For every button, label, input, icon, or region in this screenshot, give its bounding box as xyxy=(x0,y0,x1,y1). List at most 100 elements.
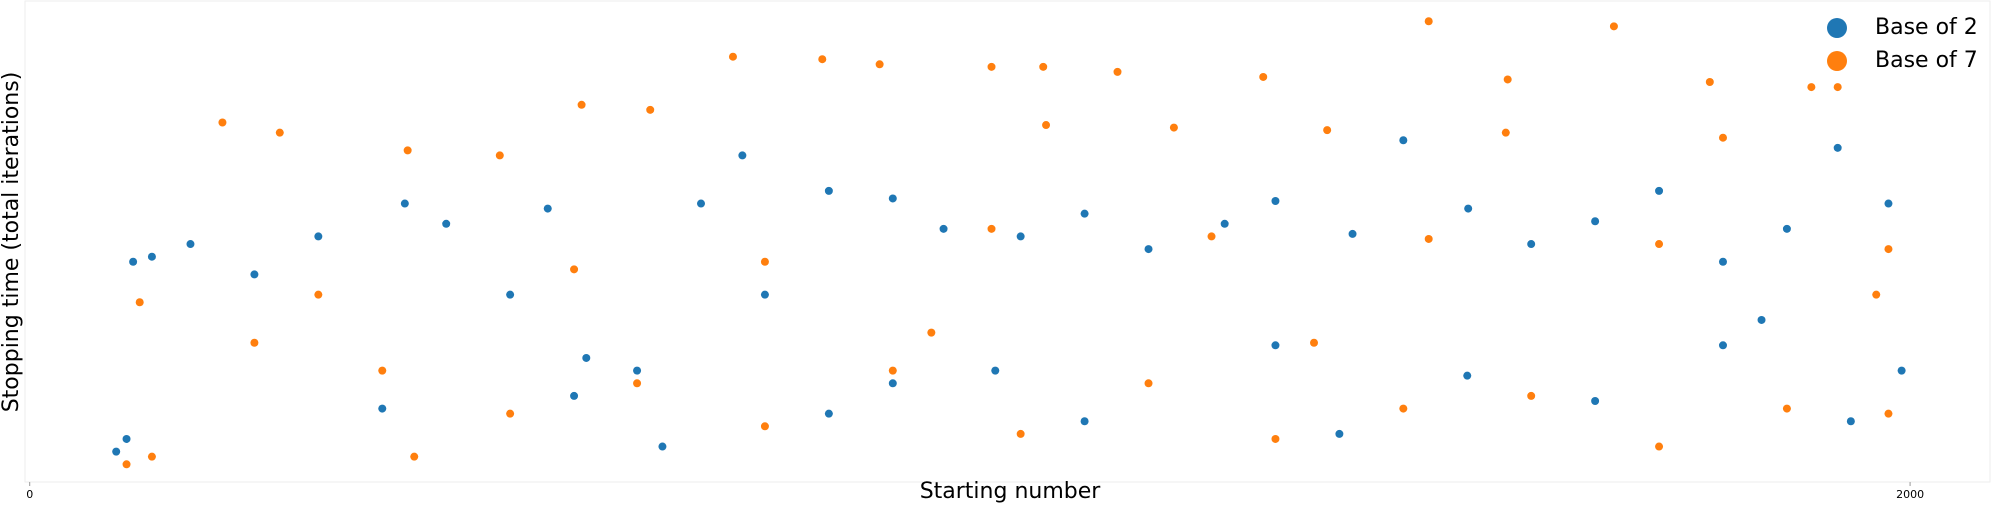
point xyxy=(1042,121,1051,130)
point xyxy=(1846,417,1855,426)
point xyxy=(1718,257,1727,266)
point xyxy=(1591,217,1600,226)
point xyxy=(927,328,936,337)
x-tick-label: 0 xyxy=(26,488,33,501)
point xyxy=(1220,219,1229,228)
point xyxy=(760,257,769,266)
point xyxy=(1080,209,1089,218)
point xyxy=(1310,338,1319,347)
point xyxy=(888,366,897,375)
point xyxy=(1348,229,1357,238)
point xyxy=(1424,17,1433,26)
point xyxy=(1399,404,1408,413)
point xyxy=(824,186,833,195)
point xyxy=(1335,429,1344,438)
point xyxy=(582,353,591,362)
point xyxy=(1591,396,1600,405)
point xyxy=(1705,78,1714,87)
point xyxy=(543,204,552,213)
point xyxy=(1424,234,1433,243)
point xyxy=(875,60,884,69)
point xyxy=(1757,315,1766,324)
point xyxy=(1833,143,1842,152)
point xyxy=(1080,417,1089,426)
point xyxy=(1271,434,1280,443)
point xyxy=(506,290,515,299)
point xyxy=(738,151,747,160)
point xyxy=(147,252,156,261)
point xyxy=(403,146,412,155)
point xyxy=(410,452,419,461)
point xyxy=(1271,341,1280,350)
point xyxy=(939,224,948,233)
point xyxy=(1323,126,1332,135)
point xyxy=(570,391,579,400)
point xyxy=(1718,133,1727,142)
point xyxy=(633,366,642,375)
point xyxy=(1833,83,1842,92)
point xyxy=(378,404,387,413)
point xyxy=(1207,232,1216,241)
point xyxy=(442,219,451,228)
point xyxy=(378,366,387,375)
point xyxy=(147,452,156,461)
point xyxy=(1113,67,1122,76)
point xyxy=(728,52,737,61)
point xyxy=(495,151,504,160)
y-axis-label: Stopping time (total iterations) xyxy=(0,72,24,413)
point xyxy=(1655,442,1664,451)
point xyxy=(1399,136,1408,145)
point xyxy=(1655,240,1664,249)
point xyxy=(250,270,259,279)
point xyxy=(1782,404,1791,413)
point xyxy=(506,409,515,418)
point xyxy=(400,199,409,208)
legend-label: Base of 7 xyxy=(1875,48,1978,73)
point xyxy=(1884,199,1893,208)
point xyxy=(1259,72,1268,81)
point xyxy=(1271,196,1280,205)
point xyxy=(818,55,827,64)
point xyxy=(112,447,121,456)
point xyxy=(314,232,323,241)
point xyxy=(570,265,579,274)
point xyxy=(1016,429,1025,438)
point xyxy=(987,62,996,71)
point xyxy=(1169,123,1178,132)
point xyxy=(1016,232,1025,241)
point xyxy=(1501,128,1510,137)
point xyxy=(1144,245,1153,254)
point xyxy=(577,100,586,109)
point xyxy=(1527,391,1536,400)
point xyxy=(991,366,1000,375)
legend-marker xyxy=(1827,51,1847,71)
point xyxy=(129,257,138,266)
point xyxy=(696,199,705,208)
point xyxy=(1144,379,1153,388)
legend-marker xyxy=(1827,18,1847,38)
point xyxy=(1527,240,1536,249)
point xyxy=(122,460,131,469)
point xyxy=(760,290,769,299)
point xyxy=(1655,186,1664,195)
point xyxy=(1807,83,1816,92)
point xyxy=(760,422,769,431)
point xyxy=(1039,62,1048,71)
point xyxy=(1609,22,1618,31)
point xyxy=(824,409,833,418)
point xyxy=(218,118,227,127)
point xyxy=(135,298,144,307)
point xyxy=(314,290,323,299)
point xyxy=(888,194,897,203)
point xyxy=(1782,224,1791,233)
point xyxy=(122,434,131,443)
point xyxy=(646,105,655,114)
point xyxy=(888,379,897,388)
plot-frame xyxy=(24,0,1991,483)
point xyxy=(1718,341,1727,350)
x-tick-label: 2000 xyxy=(1896,488,1924,501)
point xyxy=(1464,204,1473,213)
point xyxy=(250,338,259,347)
